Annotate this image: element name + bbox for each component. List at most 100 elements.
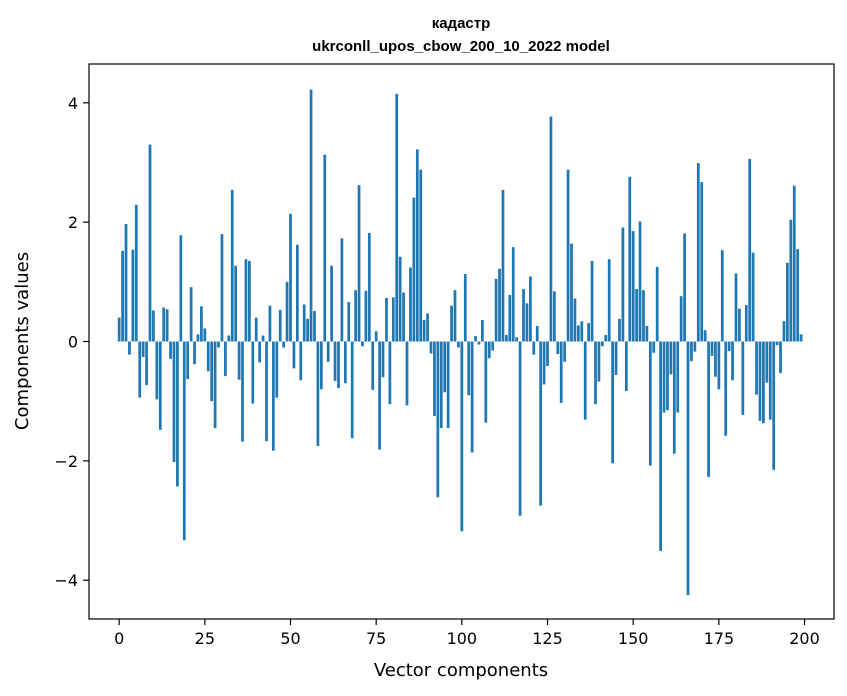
bar-98	[453, 290, 457, 342]
x-tick-label-3: 75	[366, 629, 386, 648]
bar-86	[412, 197, 416, 342]
bar-130	[563, 341, 567, 362]
bar-49	[285, 281, 289, 342]
bar-193	[779, 341, 782, 374]
chart-title: кадастр	[432, 15, 491, 32]
bar-175	[717, 341, 721, 390]
bar-11	[155, 341, 159, 400]
bar-134	[576, 325, 580, 342]
bar-26	[206, 341, 210, 372]
bar-137	[587, 323, 591, 342]
bar-45	[271, 341, 275, 451]
bar-24	[200, 306, 203, 342]
bar-113	[505, 334, 508, 342]
bar-161	[669, 341, 673, 375]
bar-88	[419, 169, 423, 342]
x-tick-label-1: 25	[195, 629, 215, 648]
x-tick-label-4: 100	[447, 629, 478, 648]
bar-174	[714, 341, 717, 377]
chart-subtitle: ukrconll_upos_cbow_200_10_2022 model	[312, 38, 610, 55]
bar-59	[319, 341, 323, 390]
bar-39	[251, 341, 255, 404]
y-tick-label-2: 0	[68, 333, 78, 352]
bar-79	[388, 341, 392, 405]
bar-131	[566, 169, 570, 342]
bar-107	[484, 341, 488, 423]
bar-90	[426, 313, 429, 342]
bar-56	[309, 89, 313, 342]
bar-96	[446, 341, 450, 429]
bar-141	[600, 341, 604, 347]
bar-67	[347, 302, 351, 342]
bar-178	[727, 341, 731, 352]
bar-13	[162, 307, 166, 342]
bar-101	[463, 274, 467, 342]
bar-132	[570, 243, 573, 342]
bar-154	[645, 325, 649, 342]
bar-80	[391, 297, 395, 342]
bar-198	[796, 249, 800, 342]
bar-29	[217, 341, 220, 348]
bar-135	[580, 321, 584, 342]
bar-197	[792, 185, 796, 342]
bar-149	[628, 176, 632, 342]
bar-83	[402, 292, 405, 342]
bar-112	[501, 189, 505, 342]
bar-85	[409, 267, 412, 342]
bar-185	[751, 252, 755, 342]
bar-57	[313, 311, 316, 342]
bar-51	[292, 341, 296, 369]
bar-27	[210, 341, 214, 402]
bar-142	[604, 334, 608, 342]
bar-121	[532, 341, 536, 355]
bar-108	[487, 341, 491, 359]
bar-123	[539, 341, 543, 506]
bar-62	[330, 265, 333, 342]
bar-73	[367, 232, 371, 342]
bar-169	[696, 163, 700, 342]
bar-7	[141, 341, 145, 358]
bar-180	[734, 273, 738, 342]
bar-41	[258, 341, 262, 363]
bar-46	[275, 341, 279, 398]
bars-group	[117, 89, 803, 596]
bar-47	[278, 309, 282, 342]
bar-177	[724, 341, 728, 436]
bar-54	[302, 304, 306, 342]
bar-187	[758, 341, 762, 421]
bar-33	[230, 189, 234, 342]
bar-151	[635, 288, 638, 342]
bar-14	[165, 309, 169, 342]
x-axis-label: Vector components	[374, 660, 548, 681]
bar-70	[357, 185, 361, 342]
bar-182	[741, 341, 745, 415]
bar-84	[405, 341, 409, 406]
bar-23	[196, 334, 200, 342]
bar-194	[782, 321, 786, 342]
bar-30	[220, 234, 224, 342]
bar-52	[295, 244, 299, 342]
bar-44	[268, 305, 272, 342]
bar-171	[703, 330, 707, 342]
bar-152	[638, 221, 642, 342]
bar-95	[443, 341, 447, 393]
bar-19	[182, 341, 186, 541]
bar-118	[522, 288, 525, 342]
bar-82	[398, 256, 402, 342]
bar-8	[145, 341, 148, 386]
bar-50	[289, 213, 292, 342]
bar-4	[131, 249, 135, 342]
bar-74	[371, 341, 375, 390]
bar-167	[690, 341, 693, 362]
bar-42	[261, 335, 265, 342]
bar-78	[385, 297, 388, 342]
bar-16	[172, 341, 176, 463]
bar-104	[474, 336, 477, 342]
bar-58	[316, 341, 320, 446]
bar-81	[395, 93, 399, 342]
bar-106	[481, 320, 484, 342]
bar-32	[227, 335, 231, 342]
bar-188	[762, 341, 765, 424]
bar-181	[738, 308, 741, 342]
